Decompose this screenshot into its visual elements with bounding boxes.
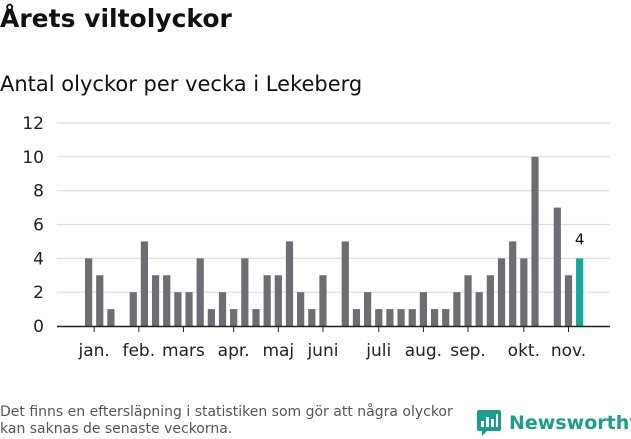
- grid-lines: [57, 122, 610, 293]
- bar: [430, 309, 439, 326]
- bar: [207, 309, 215, 326]
- y-tick-label: 2: [33, 283, 44, 303]
- y-tick-label: 6: [33, 216, 44, 236]
- bar: [252, 309, 260, 326]
- bar: [230, 309, 238, 326]
- bar: [263, 275, 271, 326]
- bar: [151, 275, 160, 326]
- bar: [241, 258, 249, 326]
- y-axis-tick-labels: 0 2 4 6 8 10 12: [22, 114, 44, 337]
- x-tick-label: juni: [306, 341, 338, 361]
- x-tick-label: nov.: [551, 341, 586, 361]
- bar: [475, 292, 483, 326]
- y-tick-label: 4: [33, 249, 44, 269]
- bar: [129, 292, 137, 326]
- x-tick-label: sep.: [450, 341, 486, 361]
- y-tick-label: 0: [33, 317, 44, 337]
- bar: [352, 309, 361, 326]
- bar-chart: 0 2 4 6 8 10 12 jan. feb. mars apr. maj juni juli aug…: [22, 114, 610, 361]
- bar: [163, 275, 171, 326]
- bar: [96, 275, 104, 326]
- bar: [274, 275, 282, 326]
- bar: [174, 292, 182, 326]
- bar: [564, 275, 573, 326]
- footnote: Det finns en eftersläpning i statistiken…: [0, 404, 453, 437]
- x-tick-label: okt.: [508, 341, 540, 361]
- bar-highlight: [576, 258, 584, 326]
- bar: [553, 207, 561, 326]
- bar: [386, 309, 394, 326]
- bar: [509, 241, 517, 326]
- bar: [486, 275, 494, 326]
- bar: [185, 292, 193, 326]
- bar: [196, 258, 204, 326]
- brand-logo: Newsworthy: [476, 408, 631, 438]
- bar: [397, 309, 405, 326]
- bar: [297, 292, 305, 326]
- x-tick-label: mars: [162, 341, 205, 361]
- newsworthy-logo-icon: [477, 410, 501, 436]
- bars: [85, 156, 584, 326]
- data-label-latest: 4: [575, 230, 585, 248]
- bar: [419, 292, 427, 326]
- chart-title: Årets viltolyckor: [0, 4, 232, 33]
- bar: [364, 292, 372, 326]
- bar: [497, 258, 506, 326]
- bar: [85, 258, 93, 326]
- x-tick-label: feb.: [122, 341, 155, 361]
- bar: [308, 309, 316, 326]
- bar: [140, 241, 148, 326]
- bar: [464, 275, 472, 326]
- bar: [408, 309, 416, 326]
- bar: [531, 156, 539, 326]
- brand-name: Newsworthy: [509, 412, 631, 434]
- bar: [218, 292, 227, 326]
- bar: [520, 258, 528, 326]
- y-tick-label: 10: [22, 148, 44, 168]
- bar: [285, 241, 294, 326]
- bar: [375, 309, 383, 326]
- x-tick-label: aug.: [405, 341, 442, 361]
- x-tick-label: juli: [365, 341, 391, 361]
- x-axis: jan. feb. mars apr. maj juni juli aug. sep. okt. n…: [57, 325, 610, 361]
- bar: [107, 309, 115, 326]
- bar: [341, 241, 349, 326]
- bar: [442, 309, 450, 326]
- data-labels: 4: [575, 230, 585, 248]
- y-tick-label: 8: [33, 182, 44, 202]
- y-tick-label: 12: [22, 114, 44, 134]
- x-tick-label: maj: [262, 341, 294, 361]
- chart-subtitle: Antal olyckor per vecka i Lekeberg: [0, 72, 363, 96]
- bar: [319, 275, 327, 326]
- x-tick-label: jan.: [78, 341, 110, 361]
- bar: [453, 292, 461, 326]
- x-tick-label: apr.: [218, 341, 250, 361]
